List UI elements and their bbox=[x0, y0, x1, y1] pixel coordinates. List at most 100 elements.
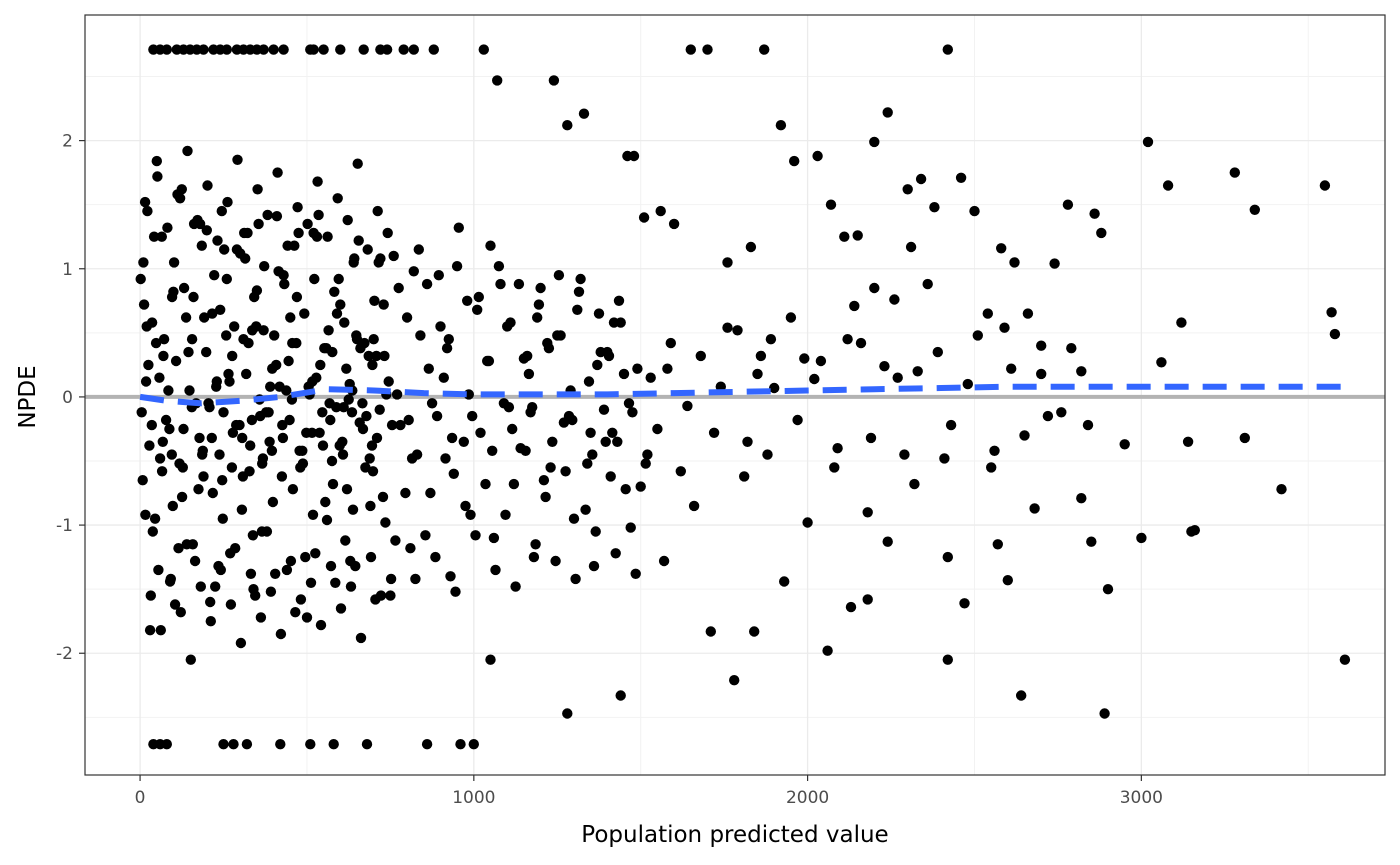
data-point bbox=[685, 44, 696, 55]
data-point bbox=[580, 504, 591, 515]
data-point bbox=[705, 626, 716, 637]
data-point bbox=[365, 551, 377, 563]
data-point bbox=[406, 453, 418, 464]
data-point bbox=[178, 282, 190, 294]
x-axis-title: Population predicted value bbox=[581, 822, 888, 848]
data-point bbox=[922, 278, 933, 290]
data-point bbox=[221, 273, 232, 285]
data-point bbox=[560, 466, 571, 477]
data-point bbox=[241, 368, 252, 380]
data-point bbox=[365, 500, 376, 512]
data-point bbox=[769, 382, 780, 394]
data-point bbox=[722, 257, 733, 268]
x-axis-ticks: 0 1000 2000 3000 bbox=[135, 775, 1163, 808]
data-point bbox=[379, 350, 390, 362]
data-point bbox=[431, 410, 443, 422]
data-point bbox=[201, 346, 212, 358]
data-point bbox=[293, 227, 304, 239]
data-point bbox=[297, 445, 308, 456]
data-point bbox=[642, 449, 653, 460]
data-point bbox=[527, 402, 538, 413]
data-point bbox=[600, 436, 611, 447]
data-points bbox=[135, 44, 1351, 750]
data-point bbox=[340, 535, 351, 546]
data-point bbox=[502, 321, 513, 332]
data-point bbox=[575, 273, 586, 285]
data-point bbox=[869, 282, 880, 294]
data-point bbox=[578, 108, 590, 119]
data-point bbox=[996, 243, 1007, 254]
data-point bbox=[812, 150, 823, 162]
data-point bbox=[327, 346, 338, 358]
data-point bbox=[568, 513, 580, 524]
data-point bbox=[799, 353, 810, 364]
data-point bbox=[478, 44, 489, 55]
data-point bbox=[1036, 368, 1047, 380]
data-point bbox=[809, 373, 820, 385]
data-point bbox=[258, 44, 269, 55]
data-point bbox=[438, 372, 449, 383]
data-point bbox=[143, 359, 154, 371]
data-point bbox=[962, 378, 973, 390]
data-point bbox=[779, 576, 790, 587]
data-point bbox=[615, 690, 626, 701]
data-point bbox=[732, 325, 743, 336]
data-point bbox=[285, 555, 297, 567]
data-point bbox=[573, 286, 585, 297]
data-point bbox=[1019, 430, 1030, 441]
data-point bbox=[327, 478, 339, 490]
data-point bbox=[229, 321, 240, 332]
data-point bbox=[371, 432, 383, 444]
data-point bbox=[247, 325, 258, 336]
data-point bbox=[183, 346, 194, 358]
data-point bbox=[1009, 257, 1020, 268]
data-point bbox=[148, 231, 160, 242]
data-point bbox=[351, 330, 362, 341]
data-point bbox=[193, 484, 204, 495]
data-point bbox=[1096, 227, 1107, 239]
data-point bbox=[154, 453, 166, 464]
data-point bbox=[207, 487, 218, 499]
data-point bbox=[475, 427, 486, 438]
data-point bbox=[668, 218, 680, 230]
data-point bbox=[161, 44, 172, 55]
data-point bbox=[395, 419, 406, 431]
data-point bbox=[325, 560, 337, 572]
data-point bbox=[373, 257, 384, 268]
data-point bbox=[610, 548, 621, 559]
data-point bbox=[598, 404, 610, 415]
data-point bbox=[332, 193, 343, 204]
data-point bbox=[357, 398, 368, 409]
data-point bbox=[1136, 532, 1147, 544]
data-point bbox=[333, 273, 344, 285]
data-point bbox=[166, 291, 178, 303]
data-point bbox=[276, 471, 288, 482]
data-point bbox=[250, 590, 261, 601]
data-point bbox=[1036, 340, 1047, 351]
data-point bbox=[485, 654, 496, 665]
data-point bbox=[815, 355, 827, 367]
x-tick-label: 3000 bbox=[1120, 788, 1163, 808]
data-point bbox=[158, 350, 169, 362]
data-point bbox=[413, 244, 424, 255]
data-point bbox=[210, 581, 221, 592]
data-point bbox=[212, 235, 223, 246]
data-point bbox=[218, 739, 229, 750]
data-point bbox=[358, 44, 369, 55]
data-point bbox=[403, 414, 414, 426]
data-point bbox=[555, 330, 566, 341]
data-point bbox=[170, 355, 182, 367]
data-point bbox=[330, 577, 341, 588]
data-point bbox=[199, 312, 210, 323]
data-point bbox=[982, 308, 993, 319]
data-point bbox=[572, 304, 583, 315]
data-point bbox=[523, 368, 535, 380]
data-point bbox=[235, 637, 247, 649]
data-point bbox=[942, 654, 953, 665]
data-point bbox=[942, 44, 953, 55]
data-point bbox=[216, 205, 227, 217]
data-point bbox=[488, 532, 500, 544]
data-point bbox=[825, 199, 837, 210]
data-point bbox=[146, 419, 157, 431]
data-point bbox=[240, 253, 251, 264]
